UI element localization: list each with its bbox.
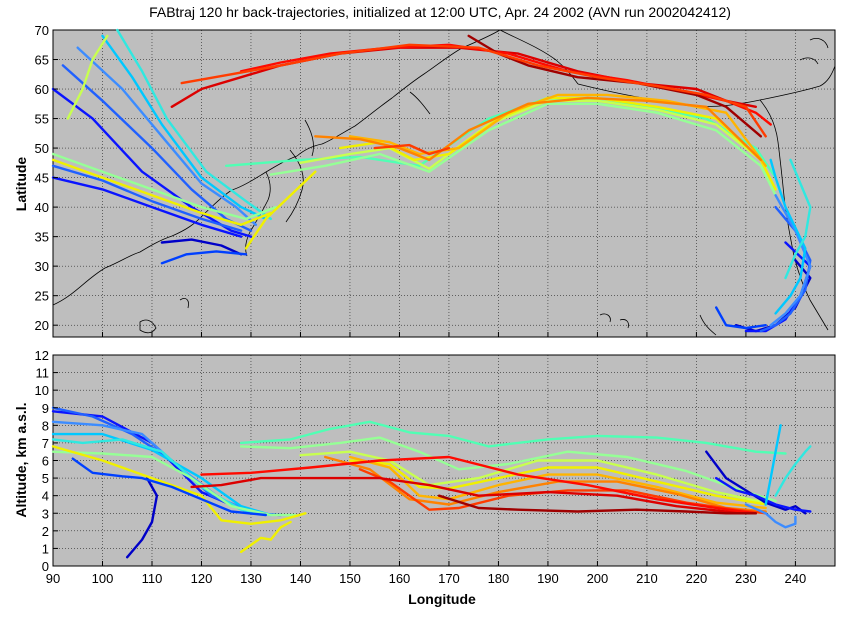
chart-title: FABtraj 120 hr back-trajectories, initia… — [149, 4, 731, 20]
altitude-x-tick-label: 160 — [389, 571, 411, 586]
altitude-trajectory-6 — [51, 438, 272, 517]
altitude-y-tick-label: 10 — [35, 383, 49, 398]
altitude-trajectory-1 — [125, 476, 159, 559]
altitude-y-tick-label: 7 — [42, 436, 49, 451]
latitude-trajectory-6 — [116, 28, 272, 221]
latitude-panel: 20 25 30 35 40 45 50 55 60 65 70 Latitude — [13, 23, 836, 338]
latitude-series — [51, 28, 812, 333]
altitude-x-tick-label: 200 — [587, 571, 609, 586]
altitude-y-tick-label: 11 — [36, 366, 50, 381]
altitude-x-tick-label: 180 — [488, 571, 510, 586]
latitude-trajectory-20 — [373, 143, 451, 156]
altitude-y-tick-label: 1 — [42, 541, 49, 556]
latitude-y-tick-label: 60 — [35, 82, 49, 97]
latitude-y-tick-label: 35 — [35, 230, 49, 245]
latitude-trajectory-11 — [51, 152, 277, 221]
altitude-series — [51, 406, 812, 559]
latitude-trajectory-30 — [784, 158, 812, 280]
altitude-x-tick-label: 170 — [438, 571, 460, 586]
latitude-trajectory-2 — [51, 87, 253, 238]
altitude-axis-label: Altitude, km a.s.l. — [13, 402, 29, 517]
latitude-x-ticks — [52, 332, 796, 337]
latitude-y-tick-label: 70 — [35, 23, 49, 38]
latitude-trajectory-15 — [269, 102, 777, 197]
altitude-x-tick-label: 120 — [191, 571, 213, 586]
latitude-y-tick-label: 55 — [35, 112, 49, 127]
latitude-y-tick-label: 50 — [35, 141, 49, 156]
latitude-grid — [52, 29, 835, 337]
altitude-x-tick-label: 130 — [240, 571, 262, 586]
altitude-trajectory-14 — [348, 459, 767, 506]
latitude-y-ticks: 20 25 30 35 40 45 50 55 60 65 70 — [35, 23, 58, 333]
altitude-trajectory-9 — [239, 520, 292, 554]
latitude-trajectory-19 — [314, 96, 762, 162]
latitude-trajectory-31 — [715, 306, 767, 330]
altitude-trajectory-13 — [299, 450, 767, 504]
altitude-x-tick-label: 190 — [537, 571, 559, 586]
altitude-x-tick-label: 240 — [785, 571, 807, 586]
altitude-y-tick-label: 9 — [42, 401, 49, 416]
coastline-map — [52, 29, 836, 336]
latitude-trajectory-13 — [160, 250, 248, 265]
altitude-y-tick-label: 2 — [42, 524, 49, 539]
altitude-x-tick-label: 230 — [735, 571, 757, 586]
latitude-trajectory-10 — [51, 158, 272, 227]
altitude-trajectory-25 — [774, 445, 812, 497]
altitude-y-tick-label: 6 — [42, 454, 49, 469]
latitude-y-tick-label: 20 — [35, 318, 49, 333]
altitude-trajectory-16 — [324, 455, 767, 513]
altitude-trajectory-24 — [764, 424, 782, 506]
altitude-x-tick-label: 210 — [636, 571, 658, 586]
altitude-x-tick-label: 110 — [142, 571, 163, 586]
latitude-y-tick-label: 45 — [35, 171, 49, 186]
longitude-axis-label: Longitude — [408, 591, 476, 607]
latitude-trajectory-4 — [76, 46, 258, 227]
altitude-trajectory-23 — [744, 503, 797, 529]
latitude-trajectory-8 — [51, 176, 243, 238]
altitude-x-tick-label: 100 — [92, 571, 114, 586]
latitude-trajectory-12 — [244, 170, 317, 250]
altitude-trajectory-8 — [51, 445, 307, 525]
altitude-x-tick-label: 140 — [290, 571, 312, 586]
altitude-x-ticks: 90 100 110 120 130 140 150 160 170 180 190 200 210 22… — [46, 561, 806, 586]
latitude-trajectory-7 — [66, 34, 109, 120]
altitude-trajectory-19 — [200, 455, 757, 515]
latitude-y-tick-label: 30 — [35, 259, 49, 274]
latitude-trajectory-29 — [769, 158, 807, 315]
altitude-trajectory-7 — [51, 450, 297, 517]
latitude-trajectory-9 — [51, 164, 243, 232]
latitude-trajectory-5 — [101, 34, 267, 221]
altitude-y-tick-label: 12 — [35, 348, 49, 363]
altitude-y-tick-label: 3 — [42, 506, 49, 521]
latitude-axis-label: Latitude — [13, 157, 29, 212]
latitude-trajectory-24 — [180, 43, 767, 138]
altitude-panel: 90 100 110 120 130 140 150 160 170 180 190 200 210 22… — [13, 348, 836, 607]
latitude-trajectory-1 — [160, 238, 243, 256]
altitude-y-tick-label: 8 — [42, 418, 49, 433]
altitude-y-tick-label: 0 — [42, 559, 49, 574]
altitude-x-tick-label: 220 — [686, 571, 708, 586]
altitude-trajectory-11 — [239, 420, 787, 455]
latitude-y-tick-label: 40 — [35, 200, 49, 215]
altitude-trajectory-10 — [71, 457, 267, 517]
altitude-trajectory-20 — [437, 494, 757, 515]
latitude-trajectory-28 — [769, 194, 812, 327]
altitude-x-tick-label: 150 — [339, 571, 361, 586]
latitude-y-tick-label: 65 — [35, 53, 49, 68]
altitude-trajectory-18 — [190, 476, 757, 515]
altitude-y-tick-label: 5 — [42, 471, 49, 486]
altitude-x-tick-label: 90 — [46, 571, 60, 586]
altitude-y-tick-label: 4 — [42, 489, 49, 504]
latitude-y-tick-label: 25 — [35, 289, 49, 304]
